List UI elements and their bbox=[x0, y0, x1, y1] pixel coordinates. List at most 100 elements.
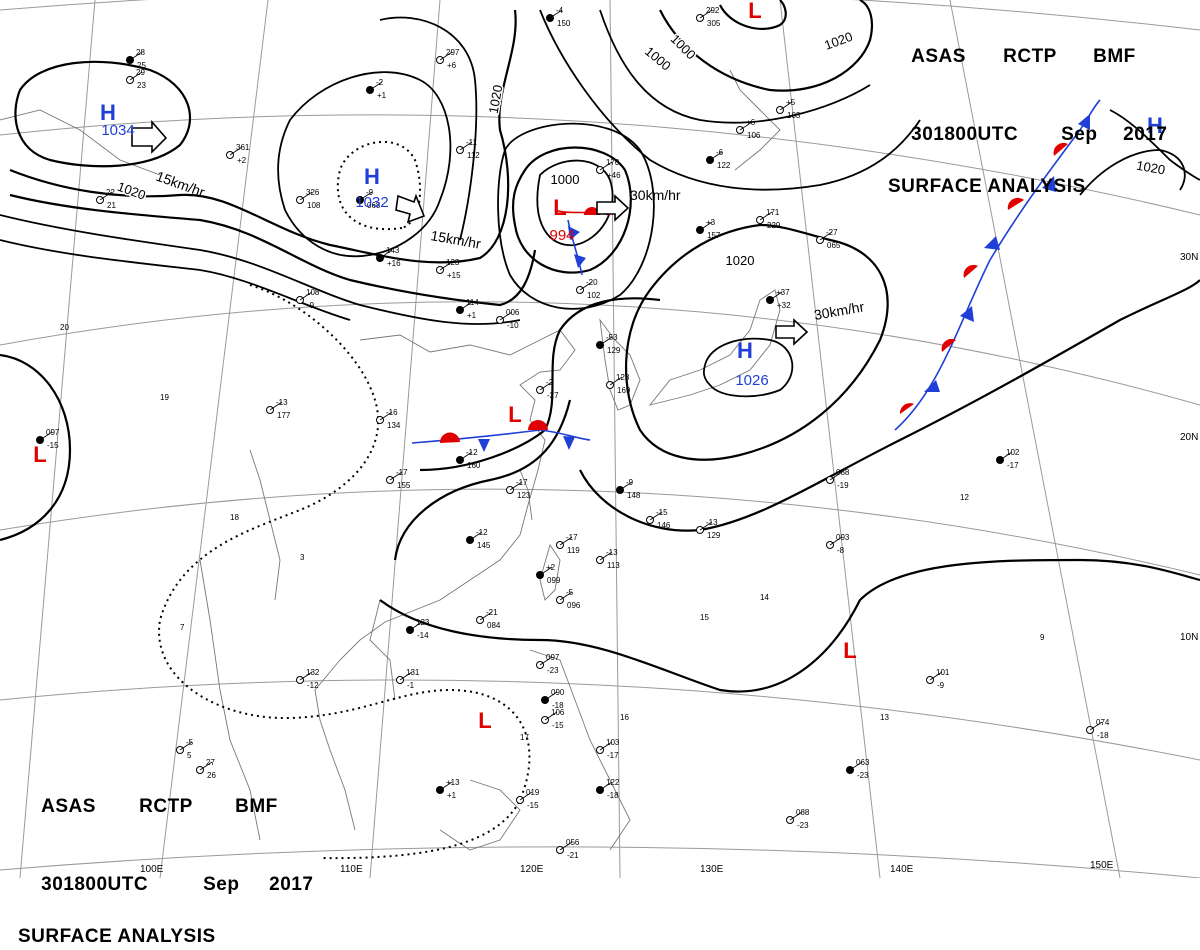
station-value: 096 bbox=[567, 601, 581, 610]
station-value: 146 bbox=[657, 521, 671, 530]
wind-barb bbox=[699, 521, 713, 531]
wind-barb bbox=[1089, 721, 1103, 731]
station-value: 122 bbox=[606, 778, 620, 787]
station-value: 155 bbox=[397, 481, 411, 490]
station-value: 23 bbox=[137, 81, 146, 90]
station-value: 305 bbox=[707, 19, 721, 28]
high-pressure-label: H bbox=[100, 100, 116, 125]
station-value: -9 bbox=[626, 478, 634, 487]
wind-barb bbox=[779, 101, 793, 111]
station-value: +15 bbox=[447, 271, 461, 280]
station-value: +32 bbox=[777, 301, 791, 310]
chart-title: SURFACE ANALYSIS bbox=[888, 176, 1086, 197]
station-value: 103 bbox=[787, 111, 801, 120]
station-code: RCTP bbox=[1003, 46, 1057, 67]
wind-barb bbox=[559, 536, 573, 546]
station-value: -12 bbox=[476, 528, 488, 537]
wind-barb bbox=[709, 151, 723, 161]
station-value: 292 bbox=[706, 6, 720, 15]
central-pressure-value: 1026 bbox=[735, 372, 768, 389]
wind-barb bbox=[559, 591, 573, 601]
low-pressure-label: L bbox=[748, 0, 761, 23]
station-value: -21 bbox=[486, 608, 498, 617]
station-value: +1 bbox=[447, 791, 457, 800]
station-value: +6 bbox=[746, 118, 756, 127]
station-value: 143 bbox=[386, 246, 400, 255]
station-value: -9 bbox=[307, 301, 315, 310]
station-value: 112 bbox=[467, 151, 480, 160]
high-pressure-label: H bbox=[737, 338, 753, 363]
station-value: 006 bbox=[506, 308, 520, 317]
chart-title: SURFACE ANALYSIS bbox=[18, 926, 216, 947]
wind-barb bbox=[389, 471, 403, 481]
station-value: 132 bbox=[306, 668, 320, 677]
wind-barb bbox=[479, 611, 493, 621]
station-value: 065 bbox=[827, 241, 841, 250]
station-value: 101 bbox=[936, 668, 950, 677]
station-value: -9 bbox=[937, 681, 945, 690]
station-value: 068 bbox=[367, 201, 381, 210]
station-value: 361 bbox=[236, 143, 250, 152]
station-value: +37 bbox=[776, 288, 790, 297]
wind-barb bbox=[299, 291, 313, 301]
valid-year: 2017 bbox=[269, 874, 314, 895]
station-value: 20 bbox=[60, 323, 69, 332]
station-value: +6 bbox=[447, 61, 457, 70]
station-value: -23 bbox=[857, 771, 869, 780]
low-pressure-label: L bbox=[33, 442, 46, 467]
station-value: 3 bbox=[300, 553, 305, 562]
station-value: 169 bbox=[617, 386, 631, 395]
station-value: -20 bbox=[586, 278, 598, 287]
wind-barb bbox=[499, 311, 513, 321]
station-value: -17 bbox=[1007, 461, 1019, 470]
station-value: -21 bbox=[567, 851, 579, 860]
low-pressure-label: L bbox=[478, 708, 491, 733]
wind-barb bbox=[199, 761, 213, 771]
wind-barb bbox=[379, 249, 393, 259]
wind-barb bbox=[299, 671, 313, 681]
valid-time: 301800UTC bbox=[911, 124, 1019, 145]
station-value: -8 bbox=[837, 546, 845, 555]
wind-barb bbox=[399, 671, 413, 681]
station-value: 063 bbox=[856, 758, 870, 767]
wind-barb bbox=[929, 671, 943, 681]
wind-barb bbox=[599, 741, 613, 751]
station-value: -15 bbox=[47, 441, 59, 450]
wind-barb bbox=[549, 9, 563, 19]
wind-barb bbox=[39, 431, 53, 441]
wind-barb bbox=[599, 781, 613, 791]
station-value: 074 bbox=[1096, 718, 1110, 727]
fronts bbox=[411, 99, 1101, 452]
wind-barb bbox=[544, 691, 558, 701]
station-value: +2 bbox=[546, 563, 556, 572]
station-value: 5 bbox=[187, 751, 192, 760]
wind-barb bbox=[439, 51, 453, 61]
station-value: 150 bbox=[557, 19, 571, 28]
station-value: -13 bbox=[706, 518, 718, 527]
station-value: 21 bbox=[107, 201, 116, 210]
low-pressure-label: L bbox=[843, 638, 856, 663]
latitude-labels: 30N 20N 10N bbox=[1180, 252, 1198, 643]
station-value: 177 bbox=[277, 411, 291, 420]
station-value: -18 bbox=[552, 701, 564, 710]
station-value: 171 bbox=[766, 208, 780, 217]
wind-barb bbox=[789, 811, 803, 821]
station-value: +1 bbox=[467, 311, 477, 320]
wind-barb bbox=[544, 711, 558, 721]
station-value: 108 bbox=[307, 201, 321, 210]
motion-speed-label: 30km/hr bbox=[630, 187, 681, 203]
station-value: 097 bbox=[46, 428, 60, 437]
wind-barb bbox=[299, 191, 313, 201]
wind-barb bbox=[539, 566, 553, 576]
wind-barb bbox=[769, 291, 783, 301]
station-value: 102 bbox=[587, 291, 601, 300]
station-value: -17 bbox=[516, 478, 528, 487]
station-value: 29 bbox=[136, 68, 145, 77]
wind-barb bbox=[559, 841, 573, 851]
station-value: +1 bbox=[377, 91, 387, 100]
station-value: 13 bbox=[880, 713, 889, 722]
station-value: -17 bbox=[396, 468, 408, 477]
station-value: 084 bbox=[487, 621, 501, 630]
station-value: 114 bbox=[466, 298, 479, 307]
